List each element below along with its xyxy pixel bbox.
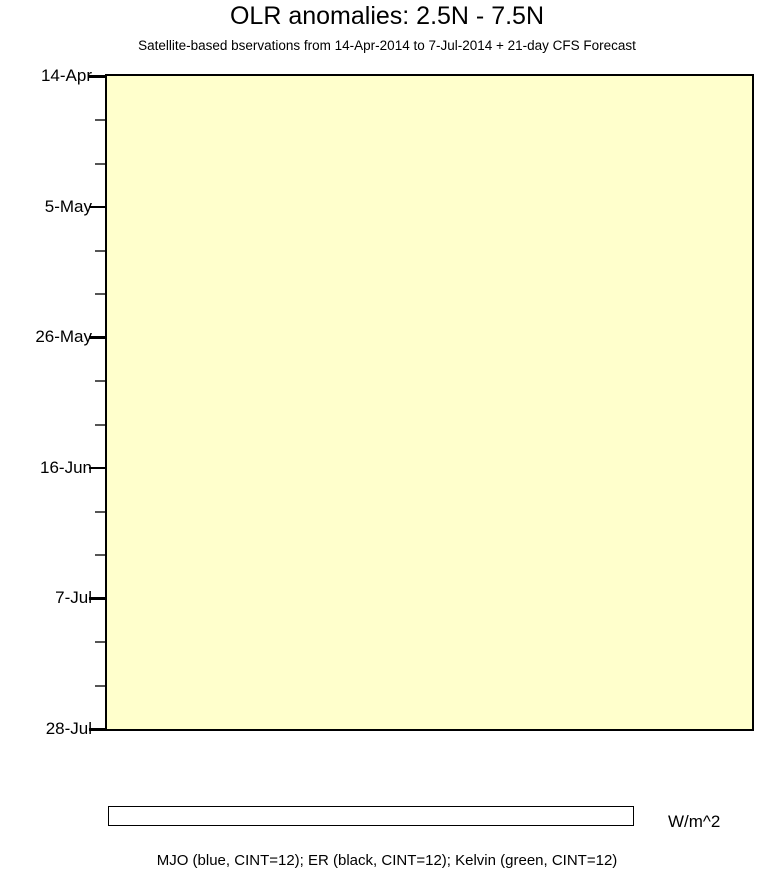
y-axis-minor-tick: [95, 293, 105, 296]
plot-area[interactable]: [105, 74, 754, 731]
y-axis-label: 5-May: [44, 196, 92, 216]
y-axis-labels: 14-Apr 5-May 26-May 16-Jun 7-Jul 28-Jul: [0, 0, 92, 878]
wave-contours-overlay: [107, 76, 752, 729]
figure-subtitle: Satellite-based bservations from 14-Apr-…: [138, 38, 636, 53]
y-axis-minor-tick: [95, 510, 105, 513]
y-axis-major-tick: [89, 728, 105, 731]
y-axis-minor-tick: [95, 162, 105, 165]
y-axis-major-tick: [89, 75, 105, 78]
page-title: OLR anomalies: 2.5N - 7.5N: [229, 2, 545, 30]
colorbar-tick-labels: [0, 824, 774, 846]
y-axis-minor-tick: [95, 423, 105, 426]
colorbar-units-label: W/m^2: [668, 812, 721, 831]
y-axis-label: 16-Jun: [40, 457, 92, 477]
y-axis-label: 28-Jul: [45, 719, 92, 738]
y-axis-label: 14-Apr: [40, 66, 92, 85]
y-axis-minor-tick: [95, 119, 105, 122]
y-axis-minor-tick: [95, 554, 105, 557]
y-axis-major-tick: [89, 466, 105, 470]
y-axis-major-tick: [89, 597, 105, 600]
y-axis-minor-tick: [95, 684, 105, 687]
colorbar: [108, 806, 634, 826]
y-axis-label: 7-Jul: [55, 588, 92, 608]
y-axis-minor-tick: [95, 249, 105, 252]
y-axis-minor-tick: [95, 641, 105, 644]
figure-caption: MJO (blue, CINT=12); ER (black, CINT=12)…: [156, 852, 618, 869]
y-axis-minor-tick: [95, 380, 105, 383]
olr-anomaly-field: [107, 76, 752, 729]
y-axis-label: 26-May: [35, 327, 92, 347]
y-axis-major-tick: [89, 336, 105, 339]
y-axis-major-tick: [89, 205, 105, 209]
